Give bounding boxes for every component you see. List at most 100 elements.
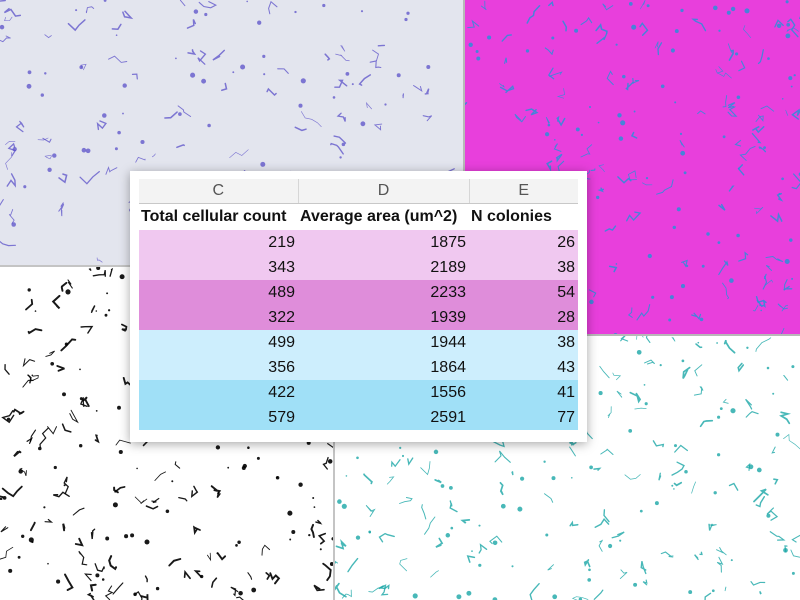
table-cell[interactable]: 579 xyxy=(268,408,295,426)
colony-speck xyxy=(625,81,634,91)
colony-dot xyxy=(511,565,514,568)
table-cell[interactable]: 499 xyxy=(268,333,295,351)
colony-speck xyxy=(784,545,788,553)
colony-speck xyxy=(179,0,186,7)
table-cell[interactable]: 1944 xyxy=(430,333,466,351)
colony-dot xyxy=(215,445,221,450)
colony-speck xyxy=(776,192,784,202)
colony-speck xyxy=(449,500,458,513)
header-average-area[interactable]: Average area (um^2) xyxy=(300,208,458,225)
colony-speck xyxy=(64,573,74,591)
colony-speck xyxy=(765,256,784,263)
colony-dot xyxy=(79,368,81,371)
colony-speck xyxy=(94,434,100,444)
colony-dot xyxy=(736,233,740,238)
table-cell[interactable]: 2189 xyxy=(430,258,466,276)
colony-speck xyxy=(5,152,13,170)
header-n-colonies[interactable]: N colonies xyxy=(471,208,552,225)
table-cell[interactable]: 1875 xyxy=(430,233,466,251)
colony-dot xyxy=(659,364,662,367)
colony-dot xyxy=(63,484,66,487)
colony-speck xyxy=(616,390,623,398)
table-cell[interactable]: 1864 xyxy=(430,358,466,376)
table-cell[interactable]: 28 xyxy=(557,308,575,326)
colony-speck xyxy=(434,479,442,484)
colony-dot xyxy=(130,533,135,538)
table-cell[interactable]: 1939 xyxy=(430,308,466,326)
colony-speck xyxy=(192,525,201,536)
column-letter-d[interactable]: D xyxy=(298,179,470,204)
colony-dot xyxy=(56,579,61,584)
colony-dot xyxy=(257,20,262,25)
colony-speck xyxy=(135,156,146,163)
colony-speck xyxy=(583,559,591,568)
table-cell[interactable]: 2591 xyxy=(430,408,466,426)
colony-speck xyxy=(347,557,359,573)
header-total-cellular-count[interactable]: Total cellular count xyxy=(141,208,287,225)
column-letter-e[interactable]: E xyxy=(469,179,578,204)
colony-speck xyxy=(369,60,382,69)
colony-speck xyxy=(489,535,503,545)
colony-speck xyxy=(0,526,9,533)
colony-speck xyxy=(774,19,784,28)
colony-dot xyxy=(791,365,795,369)
colony-speck xyxy=(787,18,799,38)
colony-speck xyxy=(588,289,597,298)
colony-dot xyxy=(65,289,71,295)
column-letter-c[interactable]: C xyxy=(139,179,299,204)
colony-speck xyxy=(593,589,604,600)
table-cell[interactable]: 2233 xyxy=(430,283,466,301)
colony-dot xyxy=(85,148,91,154)
colony-speck xyxy=(0,199,4,206)
colony-dot xyxy=(356,456,359,460)
table-cell[interactable]: 41 xyxy=(557,383,575,401)
colony-speck xyxy=(265,572,271,580)
colony-speck xyxy=(0,495,4,500)
colony-speck xyxy=(29,521,36,532)
colony-dot xyxy=(475,49,479,54)
colony-speck xyxy=(632,77,640,84)
table-cell[interactable]: 356 xyxy=(268,358,295,376)
table-cell[interactable]: 38 xyxy=(557,258,575,276)
colony-dot xyxy=(95,573,100,578)
data-rows: 219 1875 26 343 2189 38 489 2233 54 322 1939 28 499 1… xyxy=(139,230,578,430)
colony-dot xyxy=(327,459,333,464)
colony-dot xyxy=(615,263,618,265)
colony-dot xyxy=(776,23,782,29)
colony-dot xyxy=(674,29,679,34)
field-header-row: Total cellular count Average area (um^2)… xyxy=(139,204,578,231)
colony-dot xyxy=(654,501,659,506)
table-cell[interactable]: 322 xyxy=(268,308,295,326)
colony-speck xyxy=(45,350,55,357)
colony-dot xyxy=(766,366,770,370)
colony-speck xyxy=(60,281,68,292)
colony-dot xyxy=(450,526,454,530)
table-cell[interactable]: 54 xyxy=(557,283,575,301)
colony-dot xyxy=(355,535,361,540)
table-cell[interactable]: 43 xyxy=(557,358,575,376)
table-cell[interactable]: 38 xyxy=(557,333,575,351)
colony-speck xyxy=(221,82,228,92)
colony-speck xyxy=(750,581,766,586)
table-cell[interactable]: 343 xyxy=(268,258,295,276)
table-cell[interactable]: 489 xyxy=(268,283,295,301)
colony-dot xyxy=(466,590,472,596)
colony-speck xyxy=(547,67,555,80)
colony-speck xyxy=(783,285,793,291)
colony-dot xyxy=(597,121,600,124)
colony-speck xyxy=(212,49,226,61)
table-cell[interactable]: 1556 xyxy=(430,383,466,401)
colony-speck xyxy=(656,179,674,195)
colony-dot xyxy=(399,446,402,450)
colony-dot xyxy=(140,139,145,145)
table-cell[interactable]: 26 xyxy=(557,233,575,251)
colony-speck xyxy=(679,139,685,148)
colony-dot xyxy=(551,476,556,481)
colony-dot xyxy=(618,136,624,141)
table-cell[interactable]: 219 xyxy=(268,233,295,251)
colony-speck xyxy=(114,486,126,493)
colony-speck xyxy=(722,95,728,108)
table-cell[interactable]: 422 xyxy=(268,383,295,401)
table-cell[interactable]: 77 xyxy=(557,408,575,426)
colony-speck xyxy=(758,146,767,153)
